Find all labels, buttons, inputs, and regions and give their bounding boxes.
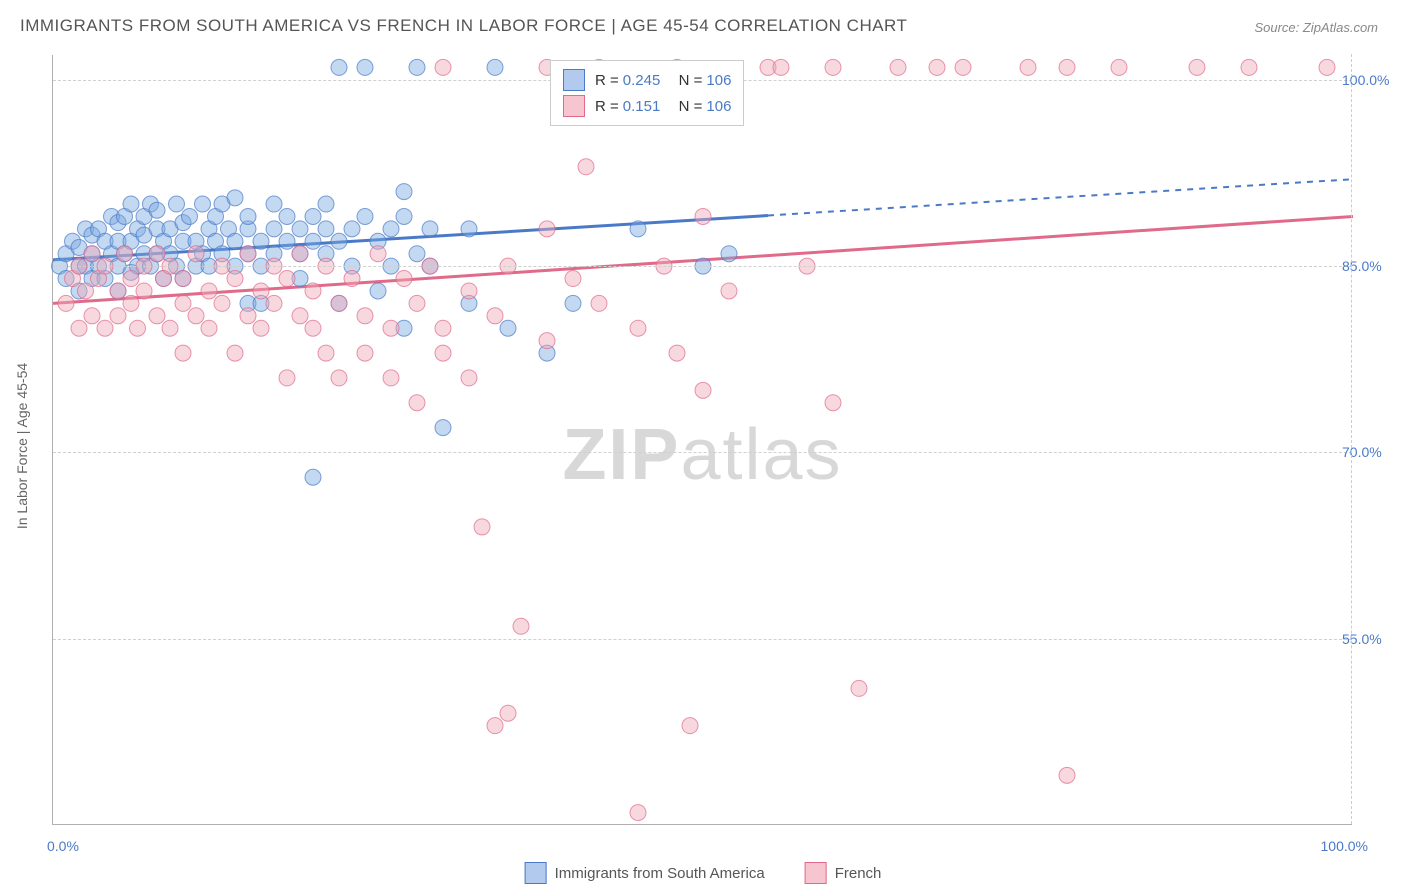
legend-stats-row: R =0.151 N =106 (563, 93, 731, 119)
xtick-min: 0.0% (47, 838, 79, 854)
swatch-icon (805, 862, 827, 884)
legend-label: Immigrants from South America (555, 865, 765, 882)
xtick-max: 100.0% (1321, 838, 1368, 854)
ytick-label: 85.0% (1342, 258, 1402, 274)
legend-item: French (805, 862, 882, 884)
ytick-label: 100.0% (1342, 72, 1402, 88)
y-axis-label: In Labor Force | Age 45-54 (14, 363, 30, 529)
legend-bottom: Immigrants from South America French (525, 862, 882, 884)
stat-n: N =106 (670, 72, 731, 89)
source-label: Source: ZipAtlas.com (1254, 20, 1378, 35)
chart-title: IMMIGRANTS FROM SOUTH AMERICA VS FRENCH … (20, 16, 907, 36)
ytick-label: 55.0% (1342, 631, 1402, 647)
legend-label: French (835, 865, 882, 882)
stat-r: R =0.245 (595, 72, 660, 89)
ytick-label: 70.0% (1342, 444, 1402, 460)
stat-r: R =0.151 (595, 98, 660, 115)
legend-stats-row: R =0.245 N =106 (563, 67, 731, 93)
legend-stats: R =0.245 N =106 R =0.151 N =106 (550, 60, 744, 126)
legend-item: Immigrants from South America (525, 862, 765, 884)
swatch-icon (563, 95, 585, 117)
swatch-icon (525, 862, 547, 884)
swatch-icon (563, 69, 585, 91)
stat-n: N =106 (670, 98, 731, 115)
scatter-points (53, 55, 1352, 824)
plot-area: ZIPatlas 0.0% 100.0% 55.0%70.0%85.0%100.… (52, 55, 1352, 825)
